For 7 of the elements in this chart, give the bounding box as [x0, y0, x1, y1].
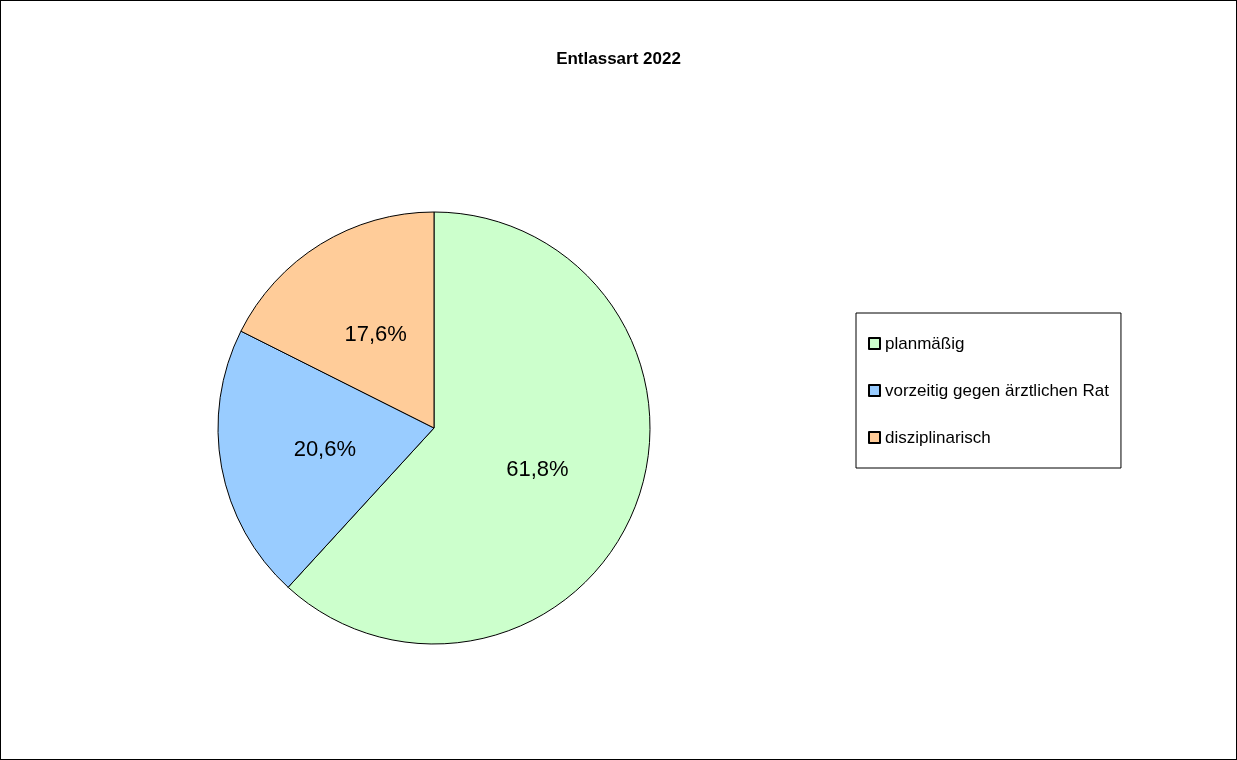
- data-label: 61,8%: [506, 455, 569, 481]
- legend-label: disziplinarisch: [885, 428, 991, 447]
- data-label: 17,6%: [344, 321, 407, 347]
- chart-title: Entlassart 2022: [556, 49, 681, 68]
- legend-label: vorzeitig gegen ärztlichen Rat: [885, 381, 1110, 400]
- data-label: 20,6%: [293, 435, 357, 461]
- legend-label: planmäßig: [885, 334, 965, 353]
